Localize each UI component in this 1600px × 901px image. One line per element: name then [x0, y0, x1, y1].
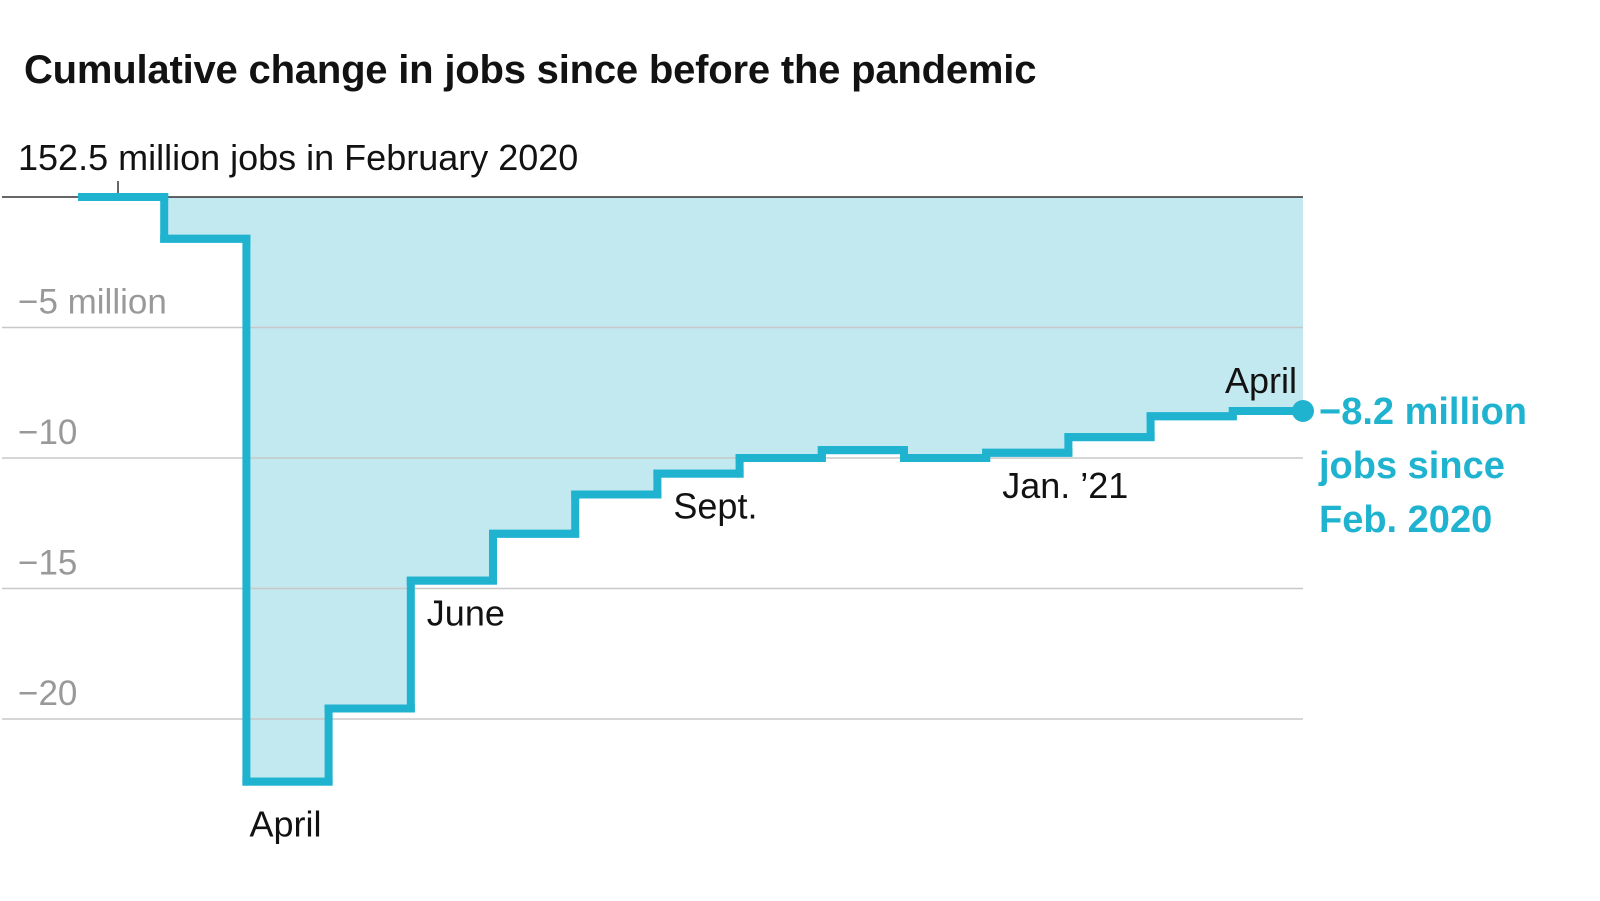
end-value-label: −8.2 million jobs since Feb. 2020 [1318, 391, 1527, 541]
y-tick-labels: −5 million −10 −15 −20 [18, 283, 167, 714]
end-label-line: −8.2 million [1319, 391, 1527, 433]
month-label: April [249, 804, 321, 845]
area-fill [82, 197, 1303, 782]
y-tick-label: −5 million [18, 283, 167, 322]
end-label-line: Feb. 2020 [1319, 499, 1492, 541]
month-label: April [1225, 360, 1297, 401]
end-label-line: jobs since [1318, 445, 1505, 487]
y-tick-label: −10 [18, 413, 77, 452]
step-segments [78, 193, 1307, 786]
y-tick-label: −15 [18, 544, 77, 583]
chart-title: Cumulative change in jobs since before t… [24, 48, 1037, 92]
y-tick-label: −20 [18, 674, 77, 713]
gridlines [2, 326, 1303, 720]
month-label: Sept. [673, 486, 757, 527]
month-label: June [427, 593, 505, 634]
month-label: Jan. ’21 [1002, 465, 1128, 506]
month-annotations: April June Sept. Jan. ’21 April [249, 360, 1297, 845]
baseline-label: 152.5 million jobs in February 2020 [18, 137, 578, 178]
end-point-marker [1292, 400, 1314, 423]
